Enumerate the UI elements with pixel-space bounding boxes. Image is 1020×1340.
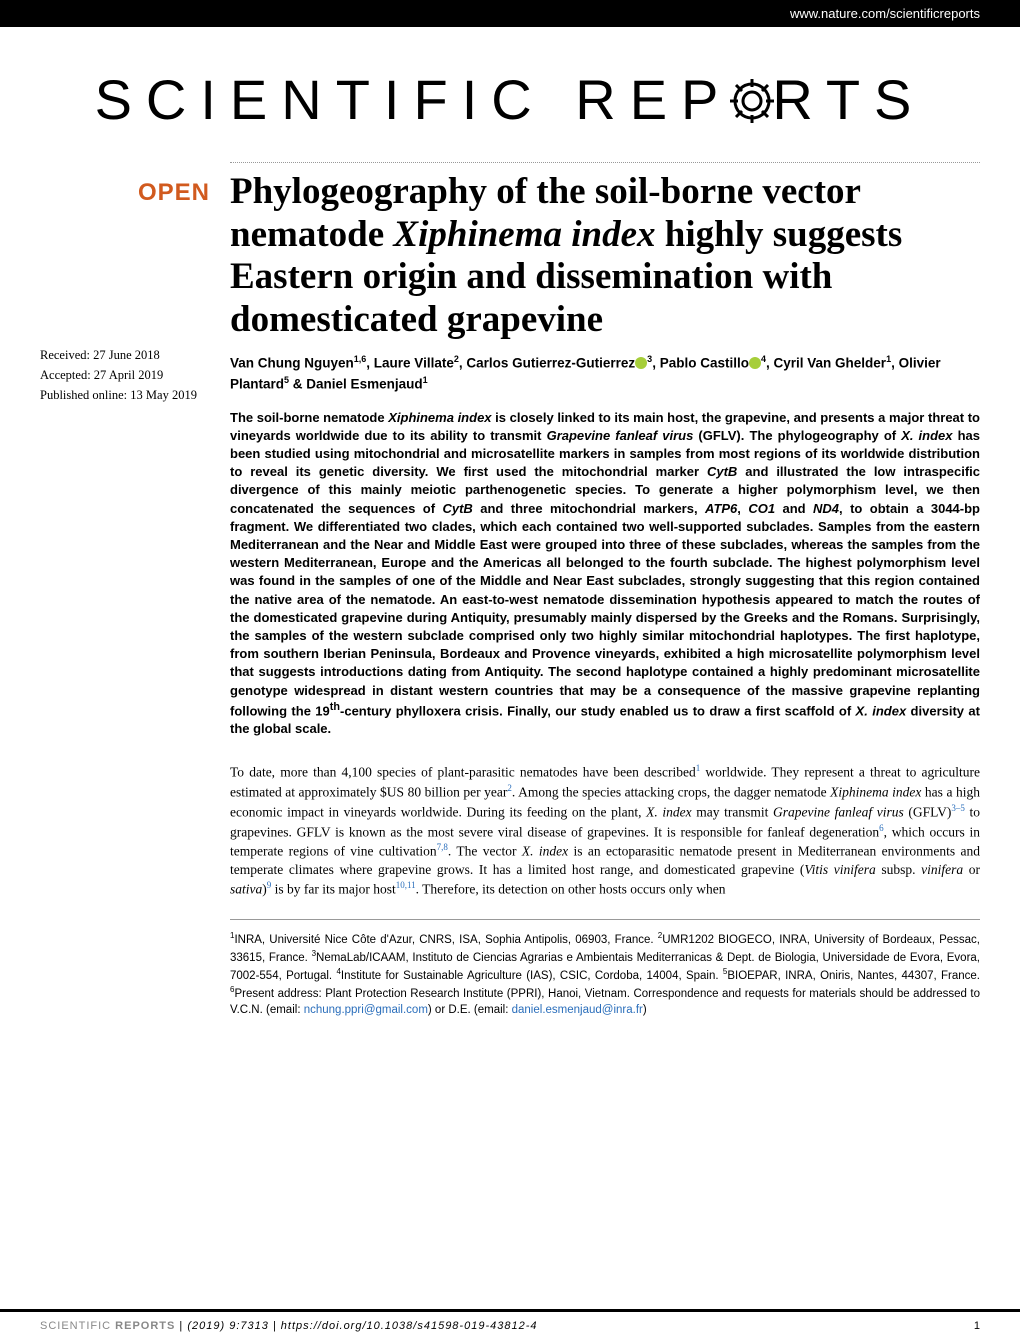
orcid-icon[interactable] <box>749 357 761 369</box>
logo-rep: REP <box>575 68 732 131</box>
header-url[interactable]: www.nature.com/scientificreports <box>790 6 980 21</box>
author: Pablo Castillo <box>660 356 749 371</box>
abstract: The soil-borne nematode Xiphinema index … <box>230 409 980 739</box>
open-access-badge: OPEN <box>40 179 210 207</box>
affiliations: 1INRA, Université Nice Côte d'Azur, CNRS… <box>230 930 980 1018</box>
author: Cyril Van Ghelder <box>774 356 887 371</box>
journal-logo: SCIENTIFIC REP RTS <box>0 27 1020 162</box>
right-column: Phylogeography of the soil-borne vector … <box>230 171 980 1018</box>
footer-journal: SCIENTIFIC REPORTS | (2019) 9:7313 | htt… <box>40 1320 537 1332</box>
logo-scientific: SCIENTIFIC <box>95 68 546 131</box>
content-wrap: OPEN Received: 27 June 2018 Accepted: 27… <box>0 163 1020 1018</box>
accepted-date: Accepted: 27 April 2019 <box>40 365 210 385</box>
author: Laure Villate <box>374 356 454 371</box>
author: Carlos Gutierrez-Gutierrez <box>466 356 635 371</box>
logo-rts: RTS <box>772 68 925 131</box>
orcid-icon[interactable] <box>635 357 647 369</box>
article-title: Phylogeography of the soil-borne vector … <box>230 171 980 341</box>
gear-icon <box>728 73 776 121</box>
header-bar: www.nature.com/scientificreports <box>0 0 1020 27</box>
affiliations-divider <box>230 919 980 920</box>
author: Van Chung Nguyen <box>230 356 354 371</box>
author-list: Van Chung Nguyen1,6, Laure Villate2, Car… <box>230 353 980 395</box>
ref-link[interactable]: 7,8 <box>437 842 448 852</box>
page-number: 1 <box>974 1320 980 1332</box>
email-link[interactable]: daniel.esmenjaud@inra.fr <box>512 1004 643 1016</box>
page-footer: SCIENTIFIC REPORTS | (2019) 9:7313 | htt… <box>0 1309 1020 1340</box>
author: Daniel Esmenjaud <box>306 376 422 391</box>
published-date: Published online: 13 May 2019 <box>40 385 210 405</box>
email-link[interactable]: nchung.ppri@gmail.com <box>304 1004 428 1016</box>
ref-link[interactable]: 3–5 <box>951 803 965 813</box>
ref-link[interactable]: 10,11 <box>396 880 416 890</box>
received-date: Received: 27 June 2018 <box>40 345 210 365</box>
publication-dates: Received: 27 June 2018 Accepted: 27 Apri… <box>40 345 210 405</box>
body-paragraph: To date, more than 4,100 species of plan… <box>230 762 980 899</box>
left-column: OPEN Received: 27 June 2018 Accepted: 27… <box>40 171 230 1018</box>
